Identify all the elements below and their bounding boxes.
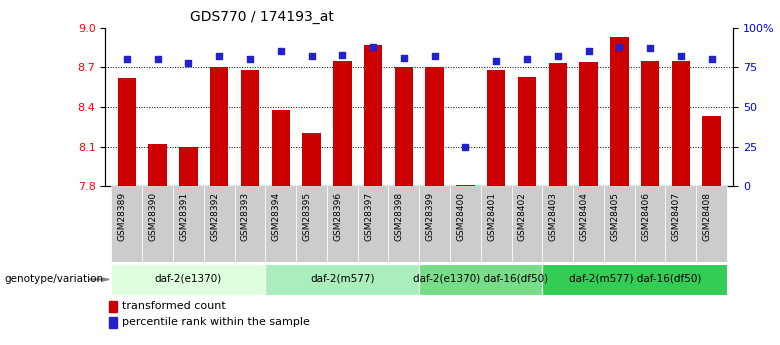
Bar (271, 110, 290, 186)
Text: GSM28405: GSM28405 (610, 193, 619, 242)
Text: GSM28390: GSM28390 (149, 193, 158, 242)
Text: GSM28395: GSM28395 (303, 193, 311, 242)
Point (151, 57, 164, 62)
FancyBboxPatch shape (204, 186, 235, 262)
FancyBboxPatch shape (235, 186, 265, 262)
Point (521, 57, 534, 62)
Bar (518, 77, 536, 186)
FancyBboxPatch shape (542, 186, 573, 262)
Point (275, 49, 287, 54)
Bar (210, 67, 229, 186)
FancyBboxPatch shape (388, 186, 420, 262)
Text: GDS770 / 174193_at: GDS770 / 174193_at (190, 10, 334, 24)
Text: GSM28407: GSM28407 (672, 193, 681, 242)
Text: GSM28406: GSM28406 (641, 193, 650, 242)
FancyBboxPatch shape (604, 186, 635, 262)
Bar (456, 185, 475, 186)
Bar (548, 63, 567, 186)
Point (305, 53, 317, 59)
FancyBboxPatch shape (635, 186, 665, 262)
Text: daf-2(e1370): daf-2(e1370) (154, 274, 222, 284)
Bar (610, 37, 629, 186)
Point (583, 49, 595, 54)
Point (644, 46, 656, 51)
FancyBboxPatch shape (265, 186, 296, 262)
Point (336, 52, 349, 57)
Point (459, 144, 472, 149)
Point (705, 57, 718, 62)
Bar (118, 78, 136, 186)
FancyBboxPatch shape (265, 264, 420, 295)
Text: genotype/variation: genotype/variation (4, 275, 103, 284)
Text: GSM28394: GSM28394 (271, 193, 281, 242)
Bar (395, 67, 413, 186)
FancyBboxPatch shape (142, 186, 173, 262)
FancyBboxPatch shape (112, 264, 265, 295)
Point (121, 57, 133, 62)
FancyBboxPatch shape (480, 186, 512, 262)
Point (675, 53, 687, 59)
Point (243, 57, 256, 62)
FancyBboxPatch shape (573, 186, 604, 262)
Bar (487, 70, 505, 186)
Point (613, 44, 626, 49)
FancyBboxPatch shape (112, 186, 142, 262)
Point (428, 53, 441, 59)
Bar (109, 301, 117, 312)
Text: GSM28397: GSM28397 (364, 193, 373, 242)
Text: GSM28402: GSM28402 (518, 193, 527, 241)
Bar (241, 70, 259, 186)
Text: percentile rank within the sample: percentile rank within the sample (122, 317, 310, 327)
Point (490, 58, 502, 64)
FancyBboxPatch shape (420, 186, 450, 262)
Bar (179, 147, 197, 186)
Point (398, 55, 410, 60)
Text: GSM28392: GSM28392 (210, 193, 219, 242)
Text: GSM28408: GSM28408 (703, 193, 711, 242)
Text: GSM28404: GSM28404 (580, 193, 589, 241)
FancyBboxPatch shape (697, 186, 727, 262)
Text: GSM28396: GSM28396 (333, 193, 342, 242)
Text: GSM28403: GSM28403 (549, 193, 558, 242)
Text: GSM28389: GSM28389 (118, 193, 127, 242)
FancyBboxPatch shape (296, 186, 327, 262)
Bar (109, 317, 117, 328)
Bar (580, 62, 597, 186)
FancyBboxPatch shape (420, 264, 542, 295)
Bar (303, 134, 321, 186)
Bar (641, 61, 659, 186)
Text: GSM28400: GSM28400 (456, 193, 466, 242)
Text: GSM28399: GSM28399 (426, 193, 434, 242)
Bar (672, 61, 690, 186)
Text: daf-2(m577) daf-16(df50): daf-2(m577) daf-16(df50) (569, 274, 701, 284)
Text: transformed count: transformed count (122, 302, 226, 311)
FancyBboxPatch shape (542, 264, 727, 295)
Bar (425, 67, 444, 186)
FancyBboxPatch shape (450, 186, 480, 262)
Bar (333, 61, 352, 186)
FancyBboxPatch shape (327, 186, 358, 262)
Bar (148, 144, 167, 186)
FancyBboxPatch shape (173, 186, 204, 262)
FancyBboxPatch shape (665, 186, 697, 262)
Text: daf-2(m577): daf-2(m577) (310, 274, 374, 284)
Text: daf-2(e1370) daf-16(df50): daf-2(e1370) daf-16(df50) (413, 274, 548, 284)
Point (551, 53, 564, 59)
Text: GSM28391: GSM28391 (179, 193, 189, 242)
Text: GSM28398: GSM28398 (395, 193, 404, 242)
Bar (363, 45, 382, 186)
Bar (703, 116, 721, 186)
Text: GSM28401: GSM28401 (488, 193, 496, 242)
Point (183, 60, 195, 65)
Point (367, 44, 379, 49)
Point (213, 53, 225, 59)
Text: GSM28393: GSM28393 (241, 193, 250, 242)
FancyBboxPatch shape (358, 186, 388, 262)
FancyBboxPatch shape (512, 186, 542, 262)
